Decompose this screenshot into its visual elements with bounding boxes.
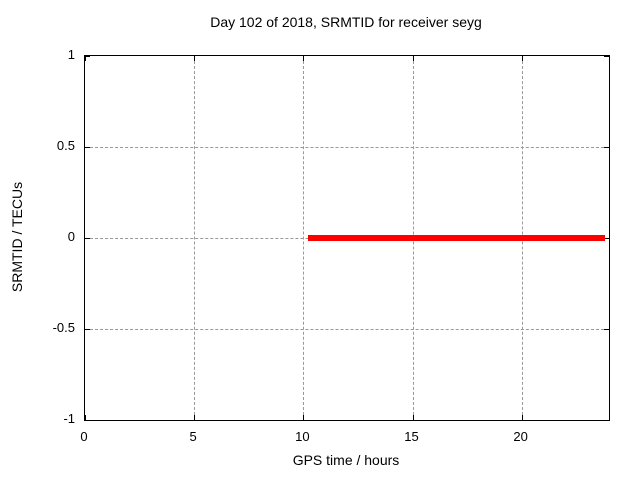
x-tick-label: 5 bbox=[189, 429, 197, 444]
x-axis-label: GPS time / hours bbox=[292, 452, 400, 468]
x-tick-mark-bottom bbox=[303, 415, 305, 420]
y-gridline bbox=[85, 147, 609, 148]
x-tick-label: 10 bbox=[295, 429, 310, 444]
y-tick-mark-right bbox=[604, 56, 609, 57]
y-tick-label: -1 bbox=[63, 411, 75, 426]
y-tick-mark-right bbox=[604, 147, 609, 148]
y-tick-mark-right bbox=[604, 329, 609, 330]
x-tick-mark-top bbox=[303, 56, 305, 61]
y-tick-mark-left bbox=[85, 238, 90, 239]
y-tick-label: 1 bbox=[67, 47, 75, 62]
y-tick-mark-left bbox=[85, 147, 90, 148]
x-tick-mark-top bbox=[412, 56, 414, 61]
y-gridline bbox=[85, 329, 609, 330]
y-tick-mark-right bbox=[604, 420, 609, 421]
x-tick-mark-bottom bbox=[85, 415, 86, 420]
x-tick-label: 20 bbox=[513, 429, 528, 444]
y-tick-mark-left bbox=[85, 420, 90, 421]
y-tick-mark-left bbox=[85, 56, 90, 57]
chart-title: Day 102 of 2018, SRMTID for receiver sey… bbox=[210, 14, 482, 30]
x-tick-label: 15 bbox=[404, 429, 419, 444]
x-tick-mark-bottom bbox=[412, 415, 414, 420]
x-tick-mark-bottom bbox=[521, 415, 523, 420]
x-tick-mark-top bbox=[521, 56, 523, 61]
data-series-line bbox=[307, 235, 605, 241]
x-tick-mark-bottom bbox=[194, 415, 196, 420]
x-tick-label: 0 bbox=[80, 429, 88, 444]
y-tick-mark-right bbox=[604, 238, 609, 239]
x-tick-mark-top bbox=[194, 56, 196, 61]
y-tick-label: 0 bbox=[67, 229, 75, 244]
y-tick-label: -0.5 bbox=[52, 320, 75, 335]
y-tick-label: 0.5 bbox=[56, 138, 75, 153]
plot-area bbox=[84, 55, 610, 421]
x-tick-mark-top bbox=[85, 56, 86, 61]
y-tick-mark-left bbox=[85, 329, 90, 330]
